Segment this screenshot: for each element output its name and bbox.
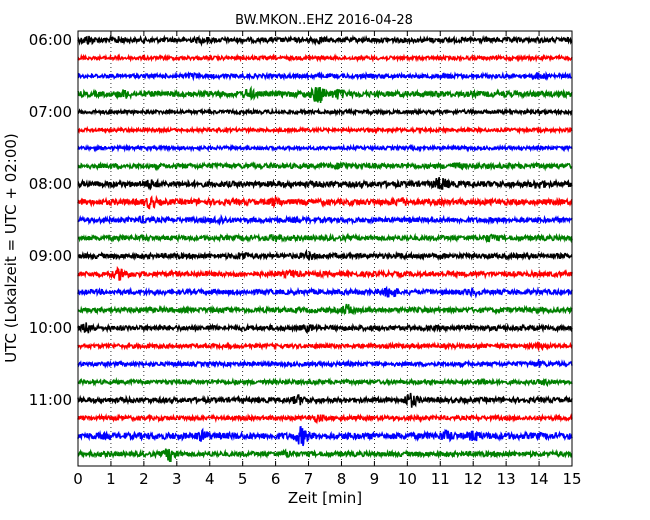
trace-0930 — [77, 285, 573, 299]
trace-1100 — [77, 392, 573, 408]
x-tick-label: 6 — [271, 470, 281, 488]
y-tick-label: 07:00 — [29, 103, 72, 121]
x-tick-label: 14 — [530, 470, 549, 488]
y-tick-label: 08:00 — [29, 175, 72, 193]
trace-0815 — [77, 194, 573, 210]
trace-1015 — [77, 341, 573, 352]
x-tick-label: 8 — [337, 470, 347, 488]
trace-1000 — [77, 322, 573, 335]
y-tick-label: 10:00 — [29, 319, 72, 337]
y-tick-label: 09:00 — [29, 247, 72, 265]
trace-1130 — [77, 425, 573, 447]
y-axis-ticks: 06:00 07:00 08:00 09:00 10:00 11:00 — [29, 31, 572, 409]
trace-0715 — [77, 125, 573, 135]
trace-group — [77, 34, 573, 462]
x-tick-label: 7 — [304, 470, 314, 488]
x-tick-label: 12 — [464, 470, 483, 488]
trace-1045 — [77, 376, 573, 388]
x-tick-label: 4 — [205, 470, 215, 488]
trace-0700 — [77, 107, 573, 117]
x-tick-label: 11 — [431, 470, 450, 488]
x-tick-label: 1 — [106, 470, 116, 488]
trace-0915 — [77, 265, 573, 281]
trace-0830 — [77, 213, 573, 227]
trace-1145 — [77, 448, 573, 462]
x-tick-label: 5 — [238, 470, 248, 488]
trace-0745 — [77, 160, 573, 172]
trace-0600 — [77, 34, 573, 47]
x-axis-label: Zeit [min] — [288, 489, 362, 507]
x-tick-label: 13 — [497, 470, 516, 488]
x-tick-label: 10 — [398, 470, 417, 488]
trace-0645 — [77, 85, 573, 104]
trace-0615 — [77, 53, 573, 63]
trace-1115 — [77, 412, 573, 425]
y-axis-label: UTC (Lokalzeit = UTC + 02:00) — [2, 133, 20, 363]
x-tick-label: 3 — [172, 470, 182, 488]
chart-title: BW.MKON..EHZ 2016-04-28 — [235, 13, 413, 28]
x-tick-label: 2 — [139, 470, 149, 488]
trace-0800 — [77, 177, 573, 191]
x-tick-label: 0 — [73, 470, 83, 488]
trace-0900 — [77, 248, 573, 262]
x-tick-label: 9 — [370, 470, 380, 488]
trace-0730 — [77, 143, 573, 153]
trace-0945 — [77, 303, 573, 316]
x-tick-label: 15 — [562, 470, 581, 488]
x-axis-ticks: 0 1 2 3 4 5 6 7 8 9 10 11 12 13 14 15 — [73, 31, 582, 488]
plot-frame — [77, 30, 573, 467]
y-tick-label: 06:00 — [29, 31, 72, 49]
trace-0845 — [77, 232, 573, 244]
trace-1030 — [77, 358, 573, 370]
grid-lines — [110, 31, 540, 466]
y-tick-label: 11:00 — [29, 391, 72, 409]
trace-0630 — [77, 70, 573, 82]
